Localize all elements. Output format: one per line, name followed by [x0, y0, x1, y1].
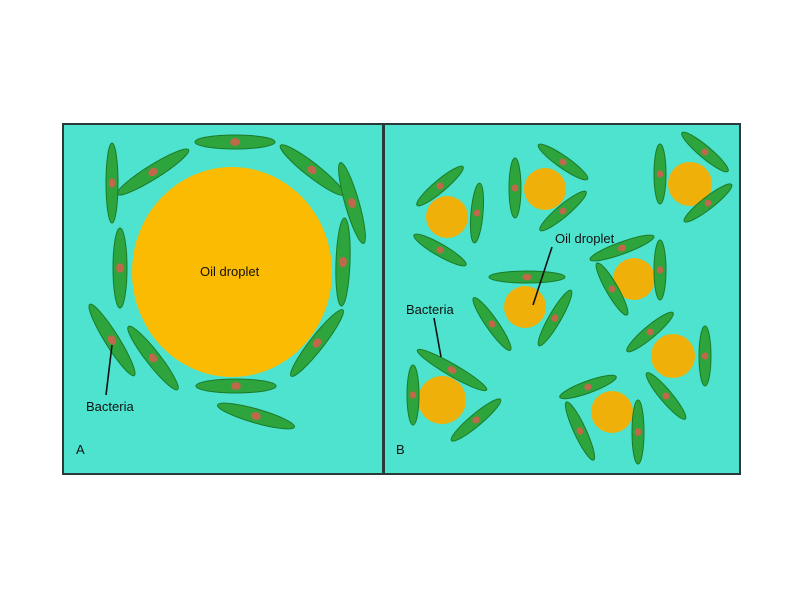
small-oil-droplet: [418, 376, 466, 424]
panel-b-bacterium: [626, 311, 674, 353]
bacterium-nucleus: [701, 148, 709, 156]
small-oil-droplet: [504, 286, 546, 328]
panel-a-bacteria-label: Bacteria: [86, 399, 134, 414]
small-oil-droplet: [668, 162, 712, 206]
bacterium-nucleus: [409, 391, 417, 399]
small-oil-droplet: [426, 196, 468, 238]
bacterium-nucleus: [704, 199, 712, 207]
bacterium-nucleus: [608, 285, 616, 293]
bacterium-nucleus: [559, 158, 567, 166]
panel-b-bacterium: [413, 233, 467, 267]
panel-a-bacterium: [338, 162, 366, 244]
bacterium-nucleus: [307, 165, 317, 175]
panel-a-bacterium: [290, 309, 344, 377]
panel-b-bacterium: [488, 270, 566, 284]
panel-b: Oil droplet Bacteria B: [383, 123, 741, 475]
panel-b-letter: B: [396, 442, 405, 457]
small-oil-droplet: [524, 168, 566, 210]
bacterium-nucleus: [522, 273, 532, 281]
panel-b-bacterium: [416, 348, 488, 392]
small-oil-droplet: [591, 391, 633, 433]
panel-b-droplet-label: Oil droplet: [555, 231, 615, 246]
bacterium-nucleus: [436, 182, 444, 190]
panel-b-bacterium: [537, 143, 589, 181]
panel-a-letter: A: [76, 442, 85, 457]
bacterium-nucleus: [472, 416, 480, 424]
panel-b-bacterium: [595, 262, 629, 316]
panel-a-bacterium: [105, 142, 119, 224]
bacterium-nucleus: [656, 266, 664, 274]
panel-b-bacterium: [559, 374, 617, 400]
bacterium-nucleus: [584, 383, 592, 391]
bacterium-nucleus: [488, 320, 496, 328]
bacterium-nucleus: [551, 314, 559, 322]
panel-b-bacterium: [472, 297, 512, 351]
panel-b-bacterium: [653, 239, 667, 301]
panel-a: Oil droplet Bacteria A: [62, 123, 384, 475]
panel-b-bacterium: [406, 364, 420, 426]
bacterium-nucleus: [559, 207, 567, 215]
bacterium-nucleus: [108, 178, 116, 188]
bacterium-nucleus: [618, 244, 626, 252]
bacterium-nucleus: [701, 352, 709, 360]
panel-b-bacterium: [653, 143, 667, 205]
panel-b-bacterium: [469, 182, 485, 244]
bacterium-nucleus: [656, 170, 664, 178]
bacterium-nucleus: [148, 353, 158, 363]
panel-b-bacterium: [416, 165, 464, 207]
bacterium-nucleus: [312, 338, 322, 348]
panel-a-bacterium: [195, 378, 277, 394]
bacterium-nucleus: [646, 328, 654, 336]
bacterium-nucleus: [230, 138, 240, 146]
panel-a-bacterium: [194, 134, 276, 150]
panel-b-bacterium: [564, 401, 596, 461]
bacterium-nucleus: [634, 428, 642, 436]
panel-a-bacterium: [88, 303, 136, 377]
bacterium-nucleus: [107, 335, 117, 345]
large-oil-droplet: [132, 167, 332, 377]
panel-a-bacterium: [127, 325, 179, 391]
bacterium-nucleus: [148, 167, 158, 177]
panel-a-bacterium: [112, 227, 128, 309]
bacterium-nucleus: [231, 382, 241, 390]
panel-b-bacterium: [589, 234, 655, 262]
bacterium-nucleus: [473, 209, 481, 217]
bacterium-nucleus: [251, 412, 261, 420]
panel-b-bacterium: [645, 372, 687, 420]
panel-a-bacteria-group: [88, 134, 366, 430]
bacterium-nucleus: [511, 184, 519, 192]
bacterium-nucleus: [447, 366, 457, 374]
panel-b-bacterium: [508, 157, 522, 219]
small-oil-droplet: [613, 258, 655, 300]
panel-b-bacterium: [631, 399, 645, 465]
panel-b-bacterium: [450, 398, 502, 442]
bacterium-nucleus: [348, 198, 356, 208]
panel-b-bacterium: [539, 190, 587, 232]
panel-a-bacterium: [217, 402, 295, 430]
panel-b-bacterium: [698, 325, 712, 387]
panel-b-bacterium: [683, 183, 733, 223]
panel-b-bacteria-label: Bacteria: [406, 302, 454, 317]
panel-b-droplet-pointer: [532, 246, 553, 306]
panel-a-bacterium: [335, 217, 351, 307]
panel-a-bacteria-pointer: [105, 344, 113, 396]
panel-b-bacterium: [537, 289, 573, 347]
panel-b-bacteria-pointer: [433, 317, 442, 358]
bacterium-nucleus: [662, 392, 670, 400]
panel-a-droplet-label: Oil droplet: [200, 264, 260, 279]
panel-b-bacteria-group: [406, 131, 733, 465]
panel-b-bacterium: [681, 131, 729, 173]
bacterium-nucleus: [436, 246, 444, 254]
bacterium-nucleus: [116, 263, 124, 273]
bacterium-nucleus: [576, 427, 584, 435]
small-oil-droplet: [651, 334, 695, 378]
bacterium-nucleus: [339, 256, 347, 268]
